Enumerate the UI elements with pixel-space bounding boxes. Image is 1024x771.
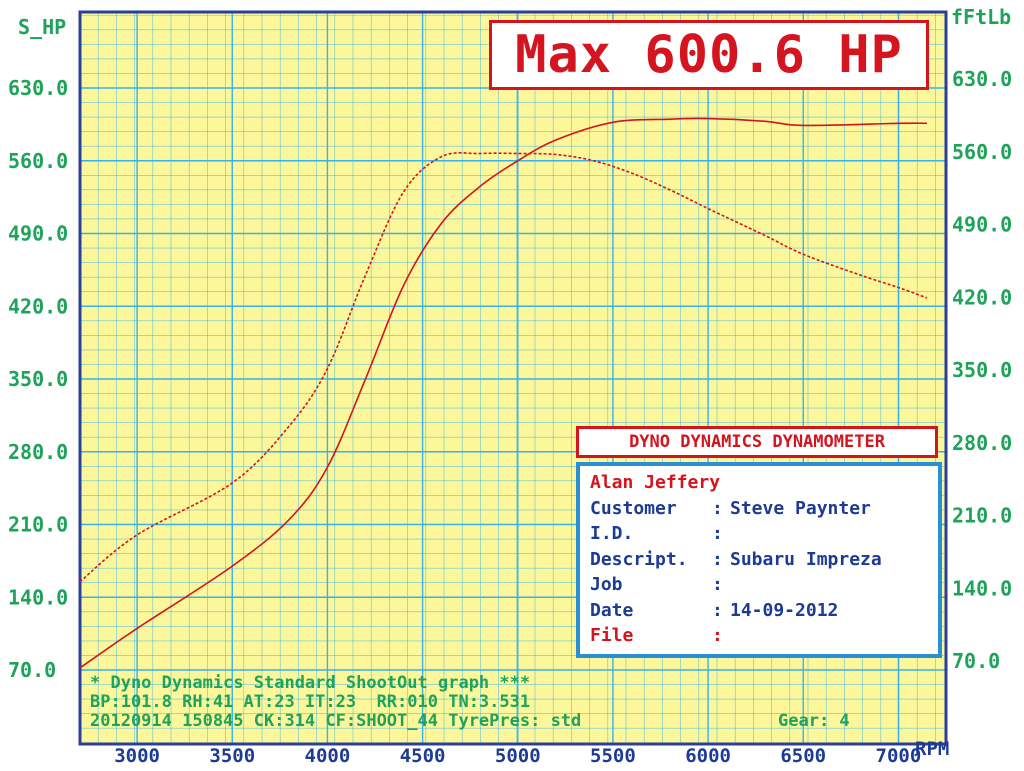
y-tick-left: 70.0 (8, 658, 56, 682)
dyno-title: DYNO DYNAMICS DYNAMOMETER (629, 432, 885, 452)
y-axis-right-label: fFtLb (951, 5, 1011, 29)
info-row: I.D.: (590, 521, 928, 547)
info-row: Customer: Steve Paynter (590, 496, 928, 522)
info-key: Job (590, 574, 623, 595)
x-tick: 4000 (305, 745, 351, 767)
info-value: 14-09-2012 (730, 599, 839, 621)
axis-labels: 630.0 560.0 490.0 420.0 350.0 280.0 210.0 140.0… (8, 67, 1012, 767)
info-colon: : (712, 497, 723, 519)
y-axis-left-label: S_HP (18, 15, 66, 39)
info-key: Date (590, 599, 634, 621)
footer-title: * Dyno Dynamics Standard ShootOut graph … (90, 673, 531, 693)
x-tick: 4500 (400, 745, 446, 767)
info-key: Customer (590, 497, 677, 519)
y-tick-left: 280.0 (8, 440, 68, 464)
y-tick-right: 630.0 (952, 67, 1012, 91)
x-axis-label: RPM (915, 738, 949, 760)
y-tick-right: 280.0 (952, 431, 1012, 455)
plot-frame (78, 10, 948, 746)
info-colon: : (712, 574, 723, 595)
y-tick-left: 350.0 (8, 367, 68, 391)
y-tick-left: 560.0 (8, 149, 68, 173)
x-tick: 3000 (114, 745, 160, 767)
max-power-label: Max 600.6 HP (515, 25, 903, 85)
footer-conditions: BP:101.8 RH:41 AT:23 IT:23 RR:010 TN:3.5… (90, 692, 531, 712)
power-curve-solid (79, 117, 928, 669)
info-row: Date:14-09-2012 (590, 598, 928, 624)
y-tick-left: 630.0 (8, 76, 68, 100)
y-tick-right: 420.0 (952, 285, 1012, 309)
torque-curve-dashed (79, 152, 928, 583)
max-power-box: Max 600.6 HP (489, 20, 929, 90)
y-tick-right: 70.0 (952, 649, 1000, 673)
x-tick: 5500 (590, 745, 636, 767)
info-colon: : (712, 599, 723, 621)
y-tick-left: 490.0 (8, 222, 68, 246)
curves (79, 117, 928, 669)
info-row: Descript.: Subaru Impreza (590, 547, 928, 573)
info-row: File: (590, 623, 928, 649)
footer-run-info: 20120914 150845 CK:314 CF:SHOOT_44 TyreP… (90, 711, 582, 731)
y-tick-right: 490.0 (952, 213, 1012, 237)
x-tick: 5000 (495, 745, 541, 767)
info-row: Job: (590, 572, 928, 598)
info-key: I.D. (590, 523, 634, 544)
gear-label: Gear: 4 (778, 711, 850, 731)
info-colon: : (712, 523, 723, 544)
y-tick-right: 350.0 (952, 358, 1012, 382)
info-key: Descript. (590, 548, 688, 570)
run-footer: * Dyno Dynamics Standard ShootOut graph … (90, 674, 940, 731)
x-tick: 3500 (209, 745, 255, 767)
y-tick-right: 560.0 (952, 140, 1012, 164)
info-rows: Customer: Steve Paynter I.D.: Descript.: Sub… (590, 496, 928, 649)
y-tick-right: 140.0 (952, 576, 1012, 600)
info-key: File (590, 625, 634, 646)
y-tick-left: 420.0 (8, 294, 68, 318)
info-value: Steve Paynter (730, 497, 871, 519)
info-panel: Alan Jeffery Customer: Steve Paynter I.D.:… (576, 462, 942, 658)
y-tick-right: 210.0 (952, 504, 1012, 528)
info-value: Subaru Impreza (730, 548, 882, 570)
operator-name: Alan Jeffery (590, 472, 721, 493)
x-tick: 7000 (876, 745, 922, 767)
y-tick-left: 210.0 (8, 513, 68, 537)
info-colon: : (712, 548, 723, 570)
x-tick: 6000 (685, 745, 731, 767)
x-tick: 6500 (780, 745, 826, 767)
dyno-title-box: DYNO DYNAMICS DYNAMOMETER (576, 426, 938, 458)
info-colon: : (712, 625, 723, 646)
y-tick-left: 140.0 (8, 585, 68, 609)
